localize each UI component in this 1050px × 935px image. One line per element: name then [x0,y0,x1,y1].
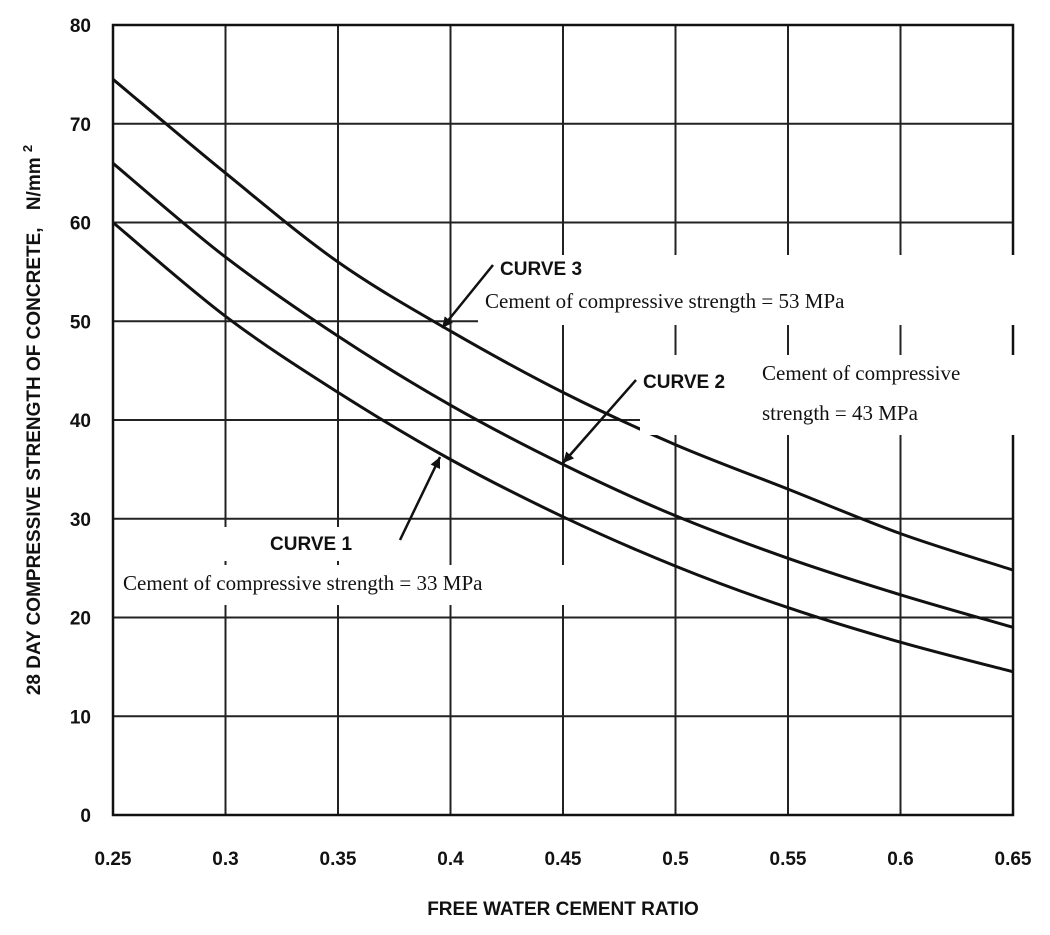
curve-2-annotation-line-1: Cement of compressive [762,361,960,385]
y-tick-label: 70 [70,115,91,136]
y-tick-label: 80 [70,16,91,37]
y-tick-label: 0 [80,806,91,827]
x-tick-label: 0.45 [545,849,582,870]
y-axis-title: 28 DAY COMPRESSIVE STRENGTH OF CONCRETE,… [20,145,45,695]
curve-3-label: CURVE 3 [500,259,582,280]
y-tick-label: 30 [70,510,91,531]
curve-1-annotation-bg [118,565,648,605]
y-tick-label: 50 [70,312,91,333]
curve-1-annotation: Cement of compressive strength = 33 MPa [123,571,483,595]
curve-1-label-bg [118,527,408,561]
y-tick-label: 60 [70,214,91,235]
x-tick-label: 0.3 [212,849,238,870]
curve-3-line [112,78,1014,572]
curve-3-leader-arrow [441,264,494,329]
curve-2-annotation-line-2: strength = 43 MPa [762,401,919,425]
y-tick-label: 20 [70,609,91,630]
tick-labels: 0.25 0.3 0.35 0.4 0.45 0.5 0.55 0.6 0.65 0 10 20 30 4… [70,16,1032,870]
curve-2-label: CURVE 2 [643,372,725,393]
curve-3-annotation-bg [478,255,1018,325]
curve-1-label: CURVE 1 [270,534,352,555]
y-axis-title-main: 28 DAY COMPRESSIVE STRENGTH OF CONCRETE, [24,227,45,695]
curve-2-annotation-bg [640,355,1035,435]
curve-3-annotation: Cement of compressive strength = 53 MPa [485,289,845,313]
curve-labels: CURVE 3 Cement of compressive strength = … [118,255,1035,605]
y-tick-label: 40 [70,411,91,432]
curves [112,78,1014,674]
curve-2-leader-arrow [562,379,637,464]
curve-2-leader-arrow-head [563,451,575,463]
y-axis-title-unit: N/mm [24,157,45,210]
curve-1-leader-arrow [398,456,442,541]
curve-3-leader-arrow-head [442,316,453,328]
x-tick-label: 0.25 [95,849,132,870]
y-axis-title-unit-exponent: 2 [20,145,35,152]
x-axis-title: FREE WATER CEMENT RATIO [427,899,699,920]
curve-1-line [112,221,1014,674]
y-tick-label: 10 [70,707,91,728]
x-tick-label: 0.55 [770,849,807,870]
x-tick-label: 0.4 [437,849,464,870]
x-tick-label: 0.35 [320,849,357,870]
curve-2-line [112,162,1014,629]
x-tick-label: 0.5 [662,849,689,870]
x-tick-label: 0.6 [887,849,913,870]
curve-1-leader-arrow-head [430,457,441,469]
x-tick-label: 0.65 [995,849,1032,870]
